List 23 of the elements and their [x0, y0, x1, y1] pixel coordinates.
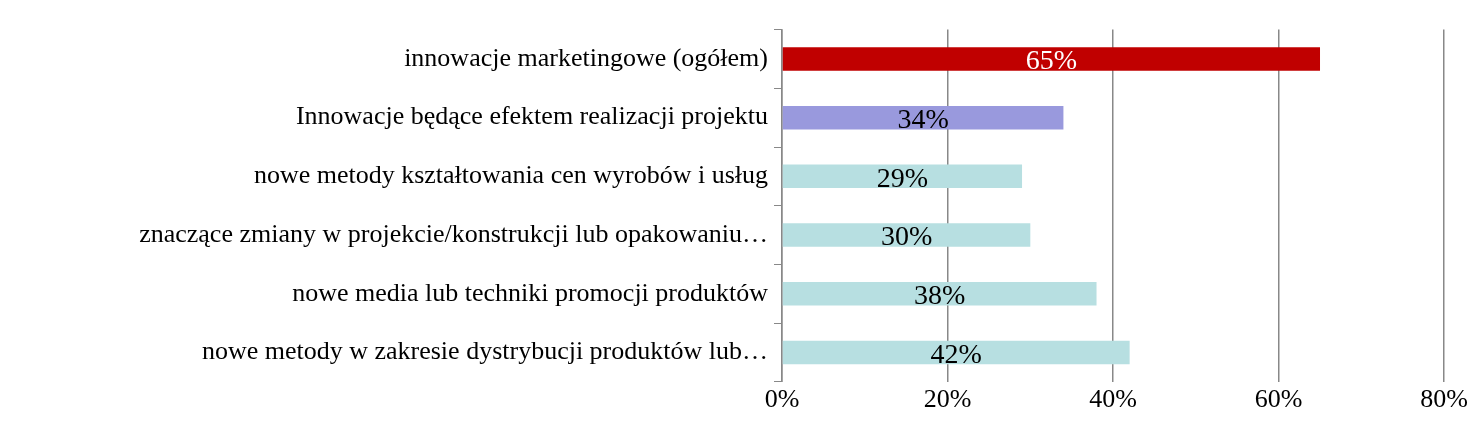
bar: [782, 164, 1023, 189]
x-tick-label: 40%: [1089, 384, 1137, 414]
data-label: 38%: [913, 279, 966, 311]
bar: [782, 282, 1097, 306]
x-tick-label: 20%: [923, 384, 972, 414]
y-tick-label: nowe metody kształtowania cen wyrobów i usług: [253, 160, 768, 190]
y-tick-label: znaczące zmiany w projekcie/konstrukcji lub opakowaniu…: [139, 218, 768, 248]
bar: [782, 340, 1130, 365]
data-label: 65%: [1025, 44, 1078, 76]
y-tick-label: Innowacje będące efektem realizacji projektu: [295, 101, 768, 131]
data-label: 42%: [930, 337, 982, 369]
y-tick-label: innowacje marketingowe (ogółem): [404, 42, 768, 72]
y-tick-label: nowe metody w zakresie dystrybucji produktów lub…: [201, 336, 768, 366]
x-tick-label: 80%: [1420, 384, 1469, 414]
bar: [782, 47, 1321, 71]
data-label: 30%: [880, 220, 933, 252]
x-tick-label: 0%: [764, 384, 800, 414]
bar: [782, 223, 1031, 247]
x-tick-label: 60%: [1254, 384, 1303, 414]
bar: [782, 105, 1064, 130]
y-tick-label: nowe media lub techniki promocji produktów: [292, 277, 769, 307]
data-label: 34%: [897, 103, 949, 135]
data-label: 29%: [876, 161, 929, 193]
